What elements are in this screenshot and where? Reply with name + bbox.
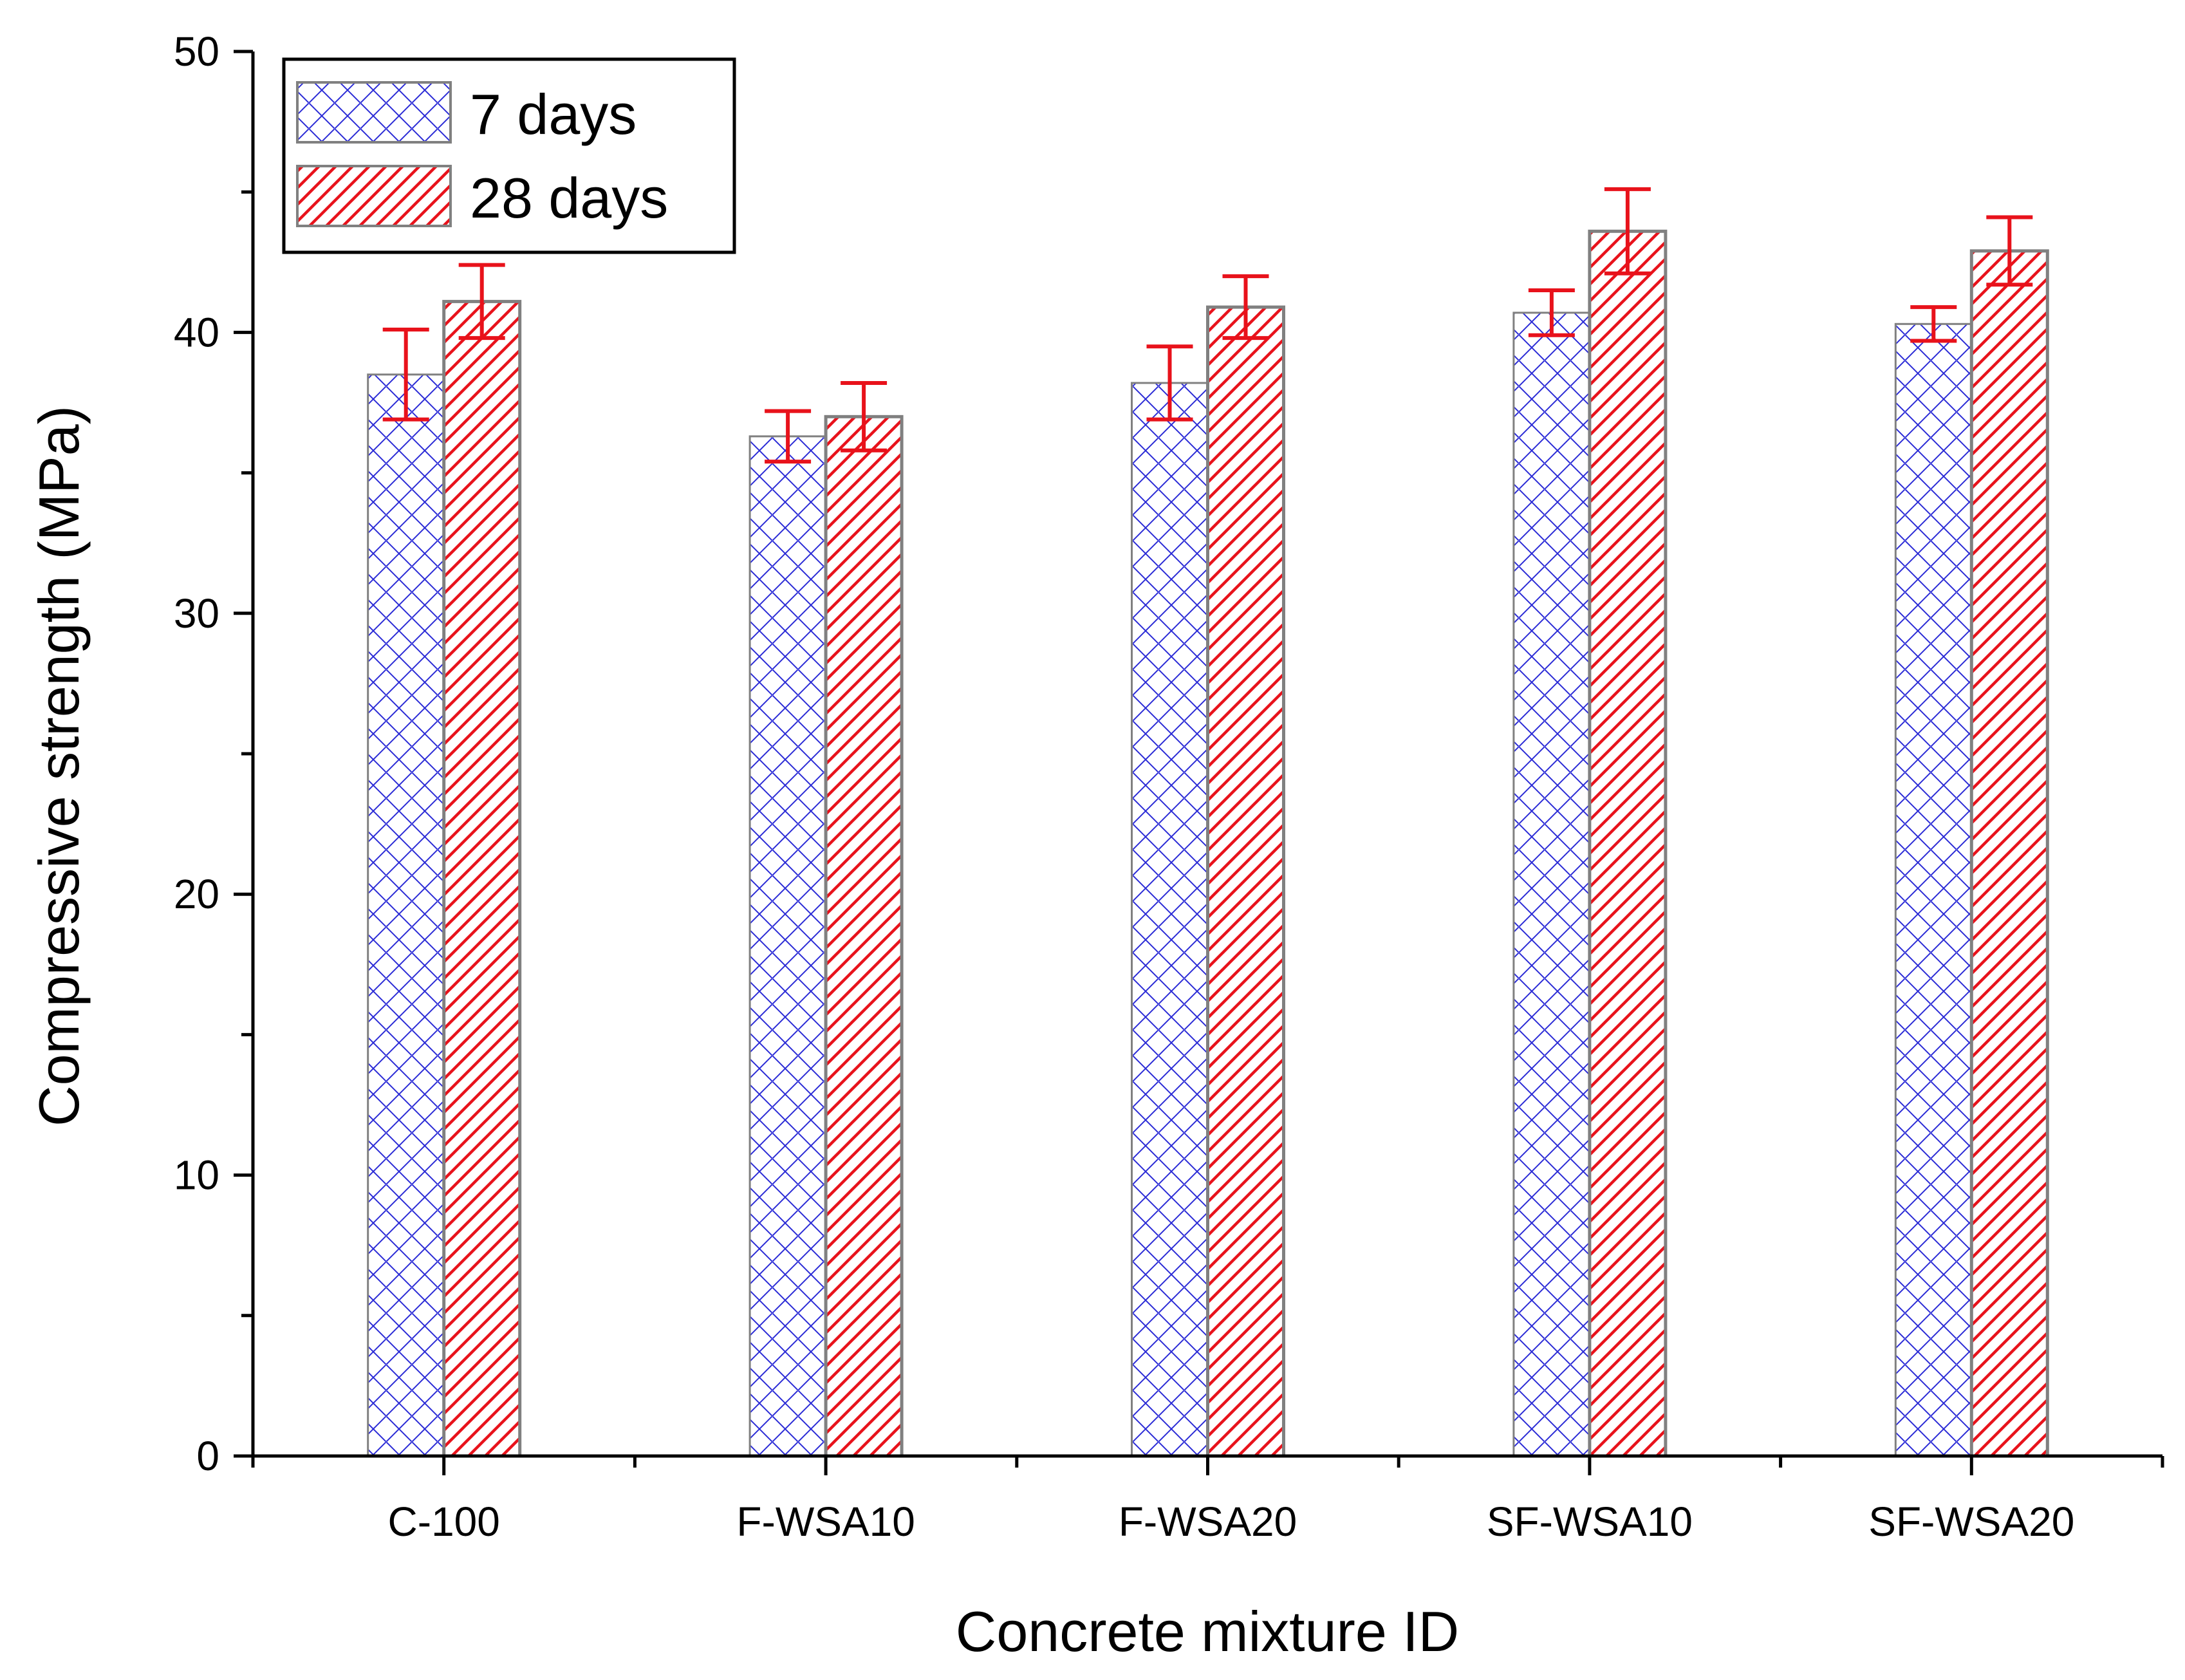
error-bar-c-100-7-days <box>382 328 429 422</box>
x-tick-label-sf-wsa10: SF-WSA10 <box>1487 1498 1693 1545</box>
legend: 7 days 28 days <box>282 57 736 254</box>
legend-swatch-28-days <box>296 165 452 227</box>
x-axis-title: Concrete mixture ID <box>956 1600 1459 1663</box>
legend-label-28-days: 28 days <box>470 166 668 230</box>
bar-sf-wsa20-7-days <box>1894 322 1973 1457</box>
legend-swatch-7-days <box>296 81 452 144</box>
error-bar-sf-wsa20-28-days <box>1986 215 2033 287</box>
y-tick-label: 30 <box>174 590 219 637</box>
axes-layer <box>234 50 2164 1475</box>
error-bar-sf-wsa10-28-days <box>1604 187 1651 275</box>
error-bar-f-wsa10-7-days <box>765 409 812 464</box>
error-bar-f-wsa20-7-days <box>1146 344 1193 422</box>
bar-sf-wsa10-28-days <box>1588 229 1668 1458</box>
legend-label-7-days: 7 days <box>470 82 637 146</box>
bar-f-wsa20-7-days <box>1131 382 1209 1457</box>
x-tick-label-f-wsa20: F-WSA20 <box>1119 1498 1297 1545</box>
bar-c-100-7-days <box>367 373 445 1457</box>
error-bar-f-wsa10-28-days <box>841 380 888 453</box>
y-tick-label: 0 <box>196 1433 219 1479</box>
y-tick-label: 50 <box>174 28 219 75</box>
error-bar-sf-wsa20-7-days <box>1910 305 1957 343</box>
y-tick-label: 40 <box>174 309 219 355</box>
bar-sf-wsa10-7-days <box>1512 312 1591 1457</box>
error-bar-f-wsa20-28-days <box>1222 274 1269 341</box>
error-bar-c-100-28-days <box>458 263 505 341</box>
x-tick-label-f-wsa10: F-WSA10 <box>736 1498 915 1545</box>
x-tick-label-sf-wsa20: SF-WSA20 <box>1868 1498 2074 1545</box>
bar-sf-wsa20-28-days <box>1969 249 2049 1458</box>
y-tick-label: 10 <box>174 1152 219 1199</box>
bar-f-wsa10-28-days <box>824 415 904 1458</box>
bar-f-wsa10-7-days <box>748 435 827 1457</box>
x-tick-label-c-100: C-100 <box>388 1498 500 1545</box>
tick-labels-layer: 0 10 20 30 40 50 C-100 F-WSA10 F-WSA20 SF-WSA10 SF… <box>174 28 2075 1545</box>
bar-c-100-28-days <box>442 299 522 1458</box>
y-axis-title: Compressive strength (MPa) <box>27 406 91 1126</box>
y-tick-label: 20 <box>174 871 219 917</box>
error-bar-sf-wsa10-7-days <box>1528 288 1575 337</box>
bar-f-wsa20-28-days <box>1206 305 1285 1458</box>
bars-layer <box>367 229 2049 1458</box>
error-bars-layer <box>382 187 2033 464</box>
